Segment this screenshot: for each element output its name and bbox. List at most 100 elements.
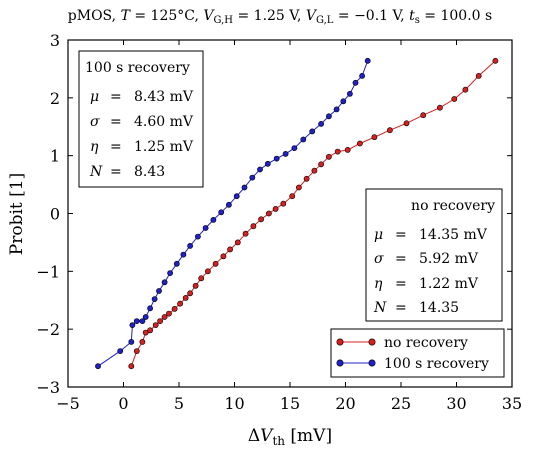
- data-point-no-recovery: [147, 327, 153, 334]
- data-point-no-recovery: [198, 275, 205, 282]
- data-point-no-recovery: [303, 175, 310, 182]
- axis-ticks: −5 0 5 10 15 20 25 30 35 −3 −2 −1 0 1 2 3: [36, 31, 522, 413]
- x-tick-label: 15: [280, 394, 300, 413]
- data-point-100s-recovery: [282, 150, 289, 157]
- series-100s-recovery: [95, 57, 371, 370]
- data-point-100s-recovery: [325, 113, 332, 120]
- data-point-100s-recovery: [233, 193, 240, 200]
- stat-eta-value: 1.22 mV: [419, 276, 479, 292]
- stats-box-title: no recovery: [411, 198, 495, 214]
- data-point-no-recovery: [289, 193, 296, 200]
- data-point-no-recovery: [139, 338, 146, 345]
- series-no-recovery: [128, 57, 499, 370]
- series-layer: [95, 57, 499, 370]
- stat-eta-value: 1.25 mV: [134, 139, 194, 155]
- data-point-no-recovery: [242, 230, 249, 237]
- data-point-100s-recovery: [364, 57, 371, 64]
- data-point-no-recovery: [212, 260, 219, 267]
- data-point-100s-recovery: [359, 73, 365, 79]
- data-point-no-recovery: [475, 73, 482, 79]
- stat-sigma-symbol: σ: [374, 251, 384, 267]
- data-point-100s-recovery: [128, 338, 135, 345]
- stat-n-value: 8.43: [134, 164, 165, 180]
- data-point-100s-recovery: [117, 348, 124, 354]
- legend-entry-no-recovery: no recovery: [336, 335, 468, 351]
- x-tick-label: 30: [446, 394, 466, 413]
- data-point-no-recovery: [318, 161, 324, 168]
- data-point-no-recovery: [152, 322, 159, 328]
- stat-n-eq: =: [395, 300, 407, 316]
- stat-sigma-value: 5.92 mV: [419, 251, 479, 267]
- data-point-no-recovery: [451, 96, 458, 102]
- data-point-no-recovery: [420, 112, 427, 119]
- data-point-100s-recovery: [225, 201, 232, 208]
- data-point-no-recovery: [334, 148, 341, 155]
- data-point-100s-recovery: [352, 79, 359, 86]
- stat-eta-symbol: η: [90, 139, 99, 155]
- x-tick-label: 0: [118, 394, 128, 413]
- legend-label-100s-recovery: 100 s recovery: [384, 356, 489, 372]
- data-point-no-recovery: [265, 210, 272, 217]
- legend: no recovery 100 s recovery: [330, 328, 505, 378]
- stat-eta-eq: =: [110, 139, 122, 155]
- data-point-100s-recovery: [139, 318, 146, 324]
- data-point-100s-recovery: [156, 288, 162, 294]
- data-point-100s-recovery: [142, 314, 149, 320]
- data-point-no-recovery: [356, 140, 363, 147]
- stat-n-eq: =: [110, 164, 122, 180]
- data-point-no-recovery: [462, 86, 469, 93]
- data-point-no-recovery: [182, 294, 189, 301]
- stat-mu-symbol: μ: [374, 227, 383, 243]
- data-point-100s-recovery: [300, 136, 307, 143]
- plot-frame: [67, 39, 513, 388]
- data-point-100s-recovery: [218, 209, 225, 216]
- data-point-100s-recovery: [133, 318, 140, 324]
- data-point-no-recovery: [344, 146, 351, 153]
- x-tick-label: 35: [502, 394, 522, 413]
- stat-mu-eq: =: [395, 227, 407, 243]
- stat-eta-symbol: η: [374, 276, 383, 292]
- data-point-no-recovery: [157, 318, 163, 324]
- data-point-100s-recovery: [210, 216, 217, 223]
- stat-sigma-symbol: σ: [90, 114, 100, 130]
- data-point-100s-recovery: [187, 242, 193, 249]
- data-point-no-recovery: [436, 104, 443, 111]
- data-point-no-recovery: [220, 253, 227, 260]
- data-point-100s-recovery: [151, 296, 158, 302]
- data-point-no-recovery: [250, 223, 257, 230]
- data-point-no-recovery: [204, 268, 211, 275]
- stat-sigma-eq: =: [110, 114, 122, 130]
- stat-n-symbol: N: [373, 300, 387, 316]
- data-point-no-recovery: [161, 314, 168, 320]
- data-point-100s-recovery: [147, 305, 153, 312]
- y-tick-label: 3: [50, 31, 60, 50]
- x-tick-label: −5: [56, 394, 80, 413]
- data-point-100s-recovery: [180, 251, 187, 258]
- chart-title: pMOS, T = 125°C, VG,H = 1.25 V, VG,L = −…: [68, 8, 492, 26]
- data-point-no-recovery: [234, 239, 241, 246]
- data-point-no-recovery: [295, 184, 302, 191]
- data-point-no-recovery: [187, 290, 193, 297]
- data-point-no-recovery: [171, 305, 178, 312]
- data-point-100s-recovery: [161, 279, 168, 286]
- data-point-100s-recovery: [202, 225, 209, 231]
- data-point-100s-recovery: [194, 233, 201, 240]
- data-point-no-recovery: [227, 246, 233, 253]
- stat-mu-value: 8.43 mV: [134, 89, 194, 105]
- stat-n-value: 14.35: [419, 300, 459, 316]
- data-point-100s-recovery: [333, 106, 340, 113]
- data-point-100s-recovery: [95, 363, 101, 370]
- data-point-no-recovery: [133, 348, 140, 354]
- stats-box-no-recovery: no recovery μ = 14.35 mV σ = 5.92 mV η =…: [365, 188, 503, 322]
- data-point-100s-recovery: [340, 98, 347, 105]
- stat-sigma-value: 4.60 mV: [134, 114, 194, 130]
- data-point-no-recovery: [386, 127, 393, 134]
- data-point-no-recovery: [142, 329, 149, 336]
- y-tick-label: 1: [50, 147, 60, 166]
- y-tick-label: −3: [36, 378, 60, 397]
- data-point-100s-recovery: [129, 322, 136, 328]
- legend-label-no-recovery: no recovery: [384, 335, 468, 351]
- data-point-no-recovery: [272, 205, 279, 212]
- data-point-100s-recovery: [273, 155, 280, 162]
- stats-box-100s-recovery: 100 s recovery μ = 8.43 mV σ = 4.60 mV η…: [78, 50, 204, 188]
